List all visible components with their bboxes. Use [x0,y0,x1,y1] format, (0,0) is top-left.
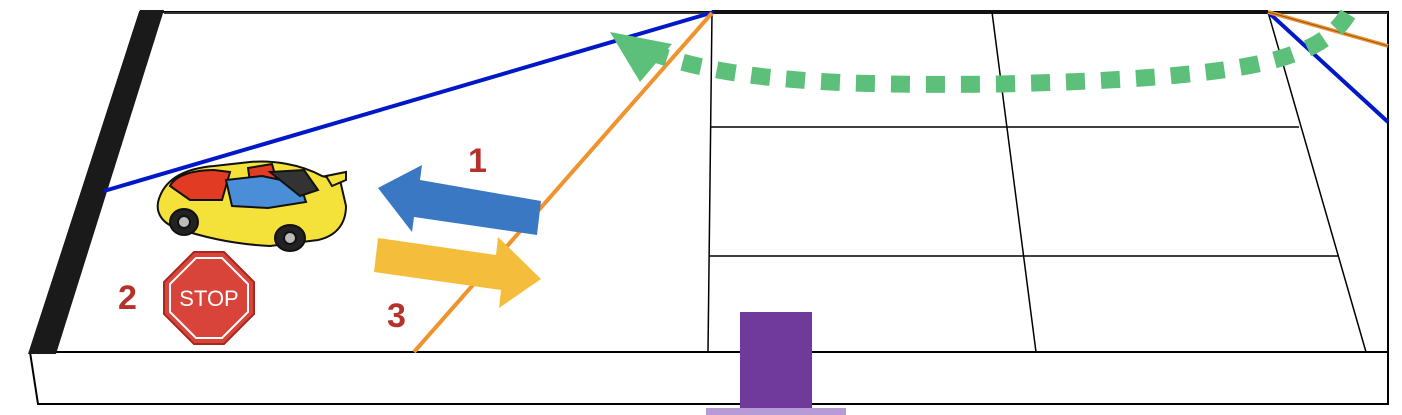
orange-track-line-right [1267,10,1389,48]
blue-track-line-right [1266,10,1390,124]
stop-sign-icon: STOP [163,251,255,345]
blue-track-line [103,10,715,193]
board-front-edge [28,351,1389,405]
right-arrow-icon [374,237,541,308]
left-arrow-icon [378,165,541,235]
purple-marker-base [706,408,846,415]
dotted-path-arrowhead [610,32,672,82]
stop-sign-text: STOP [179,286,239,311]
step-3-label: 3 [387,297,406,335]
step-1-label: 1 [468,142,487,180]
step-2-label: 2 [118,279,137,317]
curved-dotted-arrow-icon [647,9,1356,93]
grid [707,11,1367,353]
orange-track-line [412,11,714,354]
purple-marker [740,312,812,415]
car-icon [156,160,348,252]
left-wall [28,10,164,354]
